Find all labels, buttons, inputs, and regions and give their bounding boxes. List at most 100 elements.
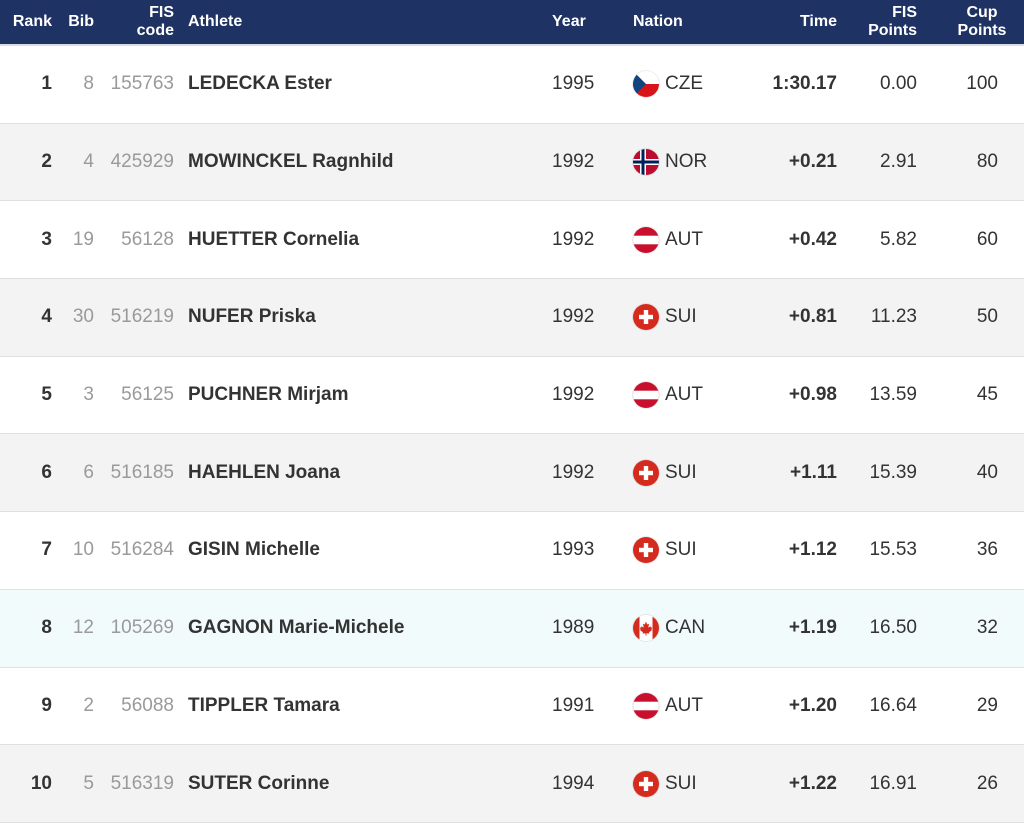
swiss-flag-icon: [633, 459, 659, 486]
bib-cell: 19: [72, 228, 94, 250]
fis-code-cell: 56125: [121, 384, 174, 406]
nation-cell: SUI: [633, 745, 753, 822]
fis-points-cell: 15.53: [869, 539, 917, 561]
norway-flag-icon: [633, 149, 659, 176]
bib-cell: 12: [72, 617, 94, 639]
fis-points-cell: 16.91: [869, 772, 917, 794]
time-cell: +1.22: [788, 772, 837, 794]
time-cell: 1:30.17: [772, 73, 837, 95]
nation-cell: CAN: [633, 590, 753, 667]
nation-code: SUI: [665, 539, 697, 561]
table-header: Rank Bib FIS code Athlete Year Nation Ti…: [0, 0, 1024, 46]
swiss-flag-icon: [633, 304, 659, 331]
time-cell: +0.42: [788, 228, 837, 250]
athlete-name-link[interactable]: GAGNON Marie-Michele: [188, 617, 405, 639]
athlete-name-link[interactable]: HAEHLEN Joana: [188, 461, 341, 483]
year-cell: 1992: [552, 384, 595, 406]
year-cell: 1992: [552, 306, 595, 328]
year-cell: 1995: [552, 73, 595, 95]
table-row[interactable]: 3 19 56128 HUETTER Cornelia 1992 AUT +0.42 5.82…: [0, 201, 1024, 280]
header-fis-points[interactable]: FIS Points: [868, 4, 917, 39]
table-row[interactable]: 4 30 516219 NUFER Priska 1992 SUI +0.81 11.23 50: [0, 279, 1024, 357]
cup-points-cell: 45: [976, 384, 998, 406]
nation-cell: SUI: [633, 279, 753, 356]
fis-points-cell: 16.64: [869, 694, 917, 716]
rank-cell: 4: [41, 306, 52, 328]
time-cell: +0.81: [788, 306, 837, 328]
athlete-name-link[interactable]: MOWINCKEL Ragnhild: [188, 151, 394, 173]
nation-code: AUT: [665, 384, 703, 406]
fis-points-cell: 11.23: [870, 306, 917, 328]
bib-cell: 6: [83, 461, 94, 483]
bib-cell: 2: [83, 694, 94, 716]
canada-flag-icon: [633, 615, 659, 642]
fis-points-cell: 2.91: [880, 151, 917, 173]
rank-cell: 6: [41, 461, 52, 483]
header-rank[interactable]: Rank: [12, 13, 52, 30]
nation-code: CAN: [665, 617, 706, 639]
cup-points-cell: 32: [976, 617, 998, 639]
header-time[interactable]: Time: [799, 13, 837, 30]
fis-points-cell: 13.59: [869, 384, 917, 406]
nation-code: SUI: [665, 772, 697, 794]
fis-points-cell: 5.82: [880, 228, 917, 250]
fis-code-cell: 56128: [121, 228, 174, 250]
cup-points-cell: 60: [976, 228, 998, 250]
nation-cell: AUT: [633, 668, 753, 745]
athlete-name-link[interactable]: PUCHNER Mirjam: [188, 384, 349, 406]
bib-cell: 4: [83, 151, 94, 173]
cup-points-cell: 29: [976, 694, 998, 716]
table-row[interactable]: 9 2 56088 TIPPLER Tamara 1991 AUT +1.20 16.64 29: [0, 667, 1024, 746]
fis-points-cell: 16.50: [869, 617, 917, 639]
header-bib[interactable]: Bib: [68, 13, 94, 30]
bib-cell: 3: [83, 384, 94, 406]
athlete-name-link[interactable]: GISIN Michelle: [188, 539, 320, 561]
czech-flag-icon: [633, 71, 659, 98]
athlete-name-link[interactable]: LEDECKA Ester: [188, 73, 332, 95]
nation-code: NOR: [665, 151, 708, 173]
nation-cell: CZE: [633, 46, 753, 123]
table-row[interactable]: 6 6 516185 HAEHLEN Joana 1992 SUI +1.11 15.39 40: [0, 434, 1024, 513]
year-cell: 1992: [552, 461, 595, 483]
table-row[interactable]: 7 10 516284 GISIN Michelle 1993 SUI +1.12 15.53…: [0, 512, 1024, 590]
fis-code-cell: 425929: [110, 151, 174, 173]
header-nation[interactable]: Nation: [633, 13, 683, 30]
header-athlete[interactable]: Athlete: [188, 13, 243, 30]
athlete-name-link[interactable]: NUFER Priska: [188, 306, 316, 328]
swiss-flag-icon: [633, 770, 659, 797]
bib-cell: 30: [72, 306, 94, 328]
year-cell: 1992: [552, 228, 595, 250]
rank-cell: 1: [41, 73, 52, 95]
austria-flag-icon: [633, 692, 659, 719]
table-row[interactable]: 1 8 155763 LEDECKA Ester 1995 CZE 1:30.17 0.00 1…: [0, 46, 1024, 124]
time-cell: +1.20: [788, 694, 837, 716]
fis-code-cell: 516319: [110, 772, 174, 794]
bib-cell: 10: [72, 539, 94, 561]
cup-points-cell: 50: [976, 306, 998, 328]
time-cell: +0.21: [788, 151, 837, 173]
rank-cell: 10: [30, 772, 52, 794]
rank-cell: 7: [41, 539, 52, 561]
rank-cell: 2: [41, 151, 52, 173]
header-year[interactable]: Year: [552, 13, 586, 30]
fis-code-cell: 516219: [110, 306, 174, 328]
time-cell: +0.98: [788, 384, 837, 406]
header-cup-points[interactable]: Cup Points: [957, 4, 1007, 39]
cup-points-cell: 100: [966, 73, 998, 95]
nation-code: SUI: [665, 306, 697, 328]
fis-code-cell: 56088: [121, 694, 174, 716]
table-row[interactable]: 10 5 516319 SUTER Corinne 1994 SUI +1.22 16.91 2…: [0, 745, 1024, 823]
athlete-name-link[interactable]: SUTER Corinne: [188, 772, 330, 794]
rank-cell: 8: [41, 617, 52, 639]
table-row[interactable]: 5 3 56125 PUCHNER Mirjam 1992 AUT +0.98 13.59 45: [0, 356, 1024, 435]
athlete-name-link[interactable]: TIPPLER Tamara: [188, 694, 340, 716]
table-row[interactable]: 2 4 425929 MOWINCKEL Ragnhild 1992 NOR +0.21 2.…: [0, 123, 1024, 202]
header-fis-code[interactable]: FIS code: [136, 4, 174, 39]
table-row[interactable]: 8 12 105269 GAGNON Marie-Michele 1989 CAN +1.1…: [0, 589, 1024, 668]
cup-points-cell: 36: [976, 539, 998, 561]
cup-points-cell: 26: [976, 772, 998, 794]
athlete-name-link[interactable]: HUETTER Cornelia: [188, 228, 360, 250]
bib-cell: 8: [83, 73, 94, 95]
bib-cell: 5: [83, 772, 94, 794]
cup-points-cell: 80: [976, 151, 998, 173]
